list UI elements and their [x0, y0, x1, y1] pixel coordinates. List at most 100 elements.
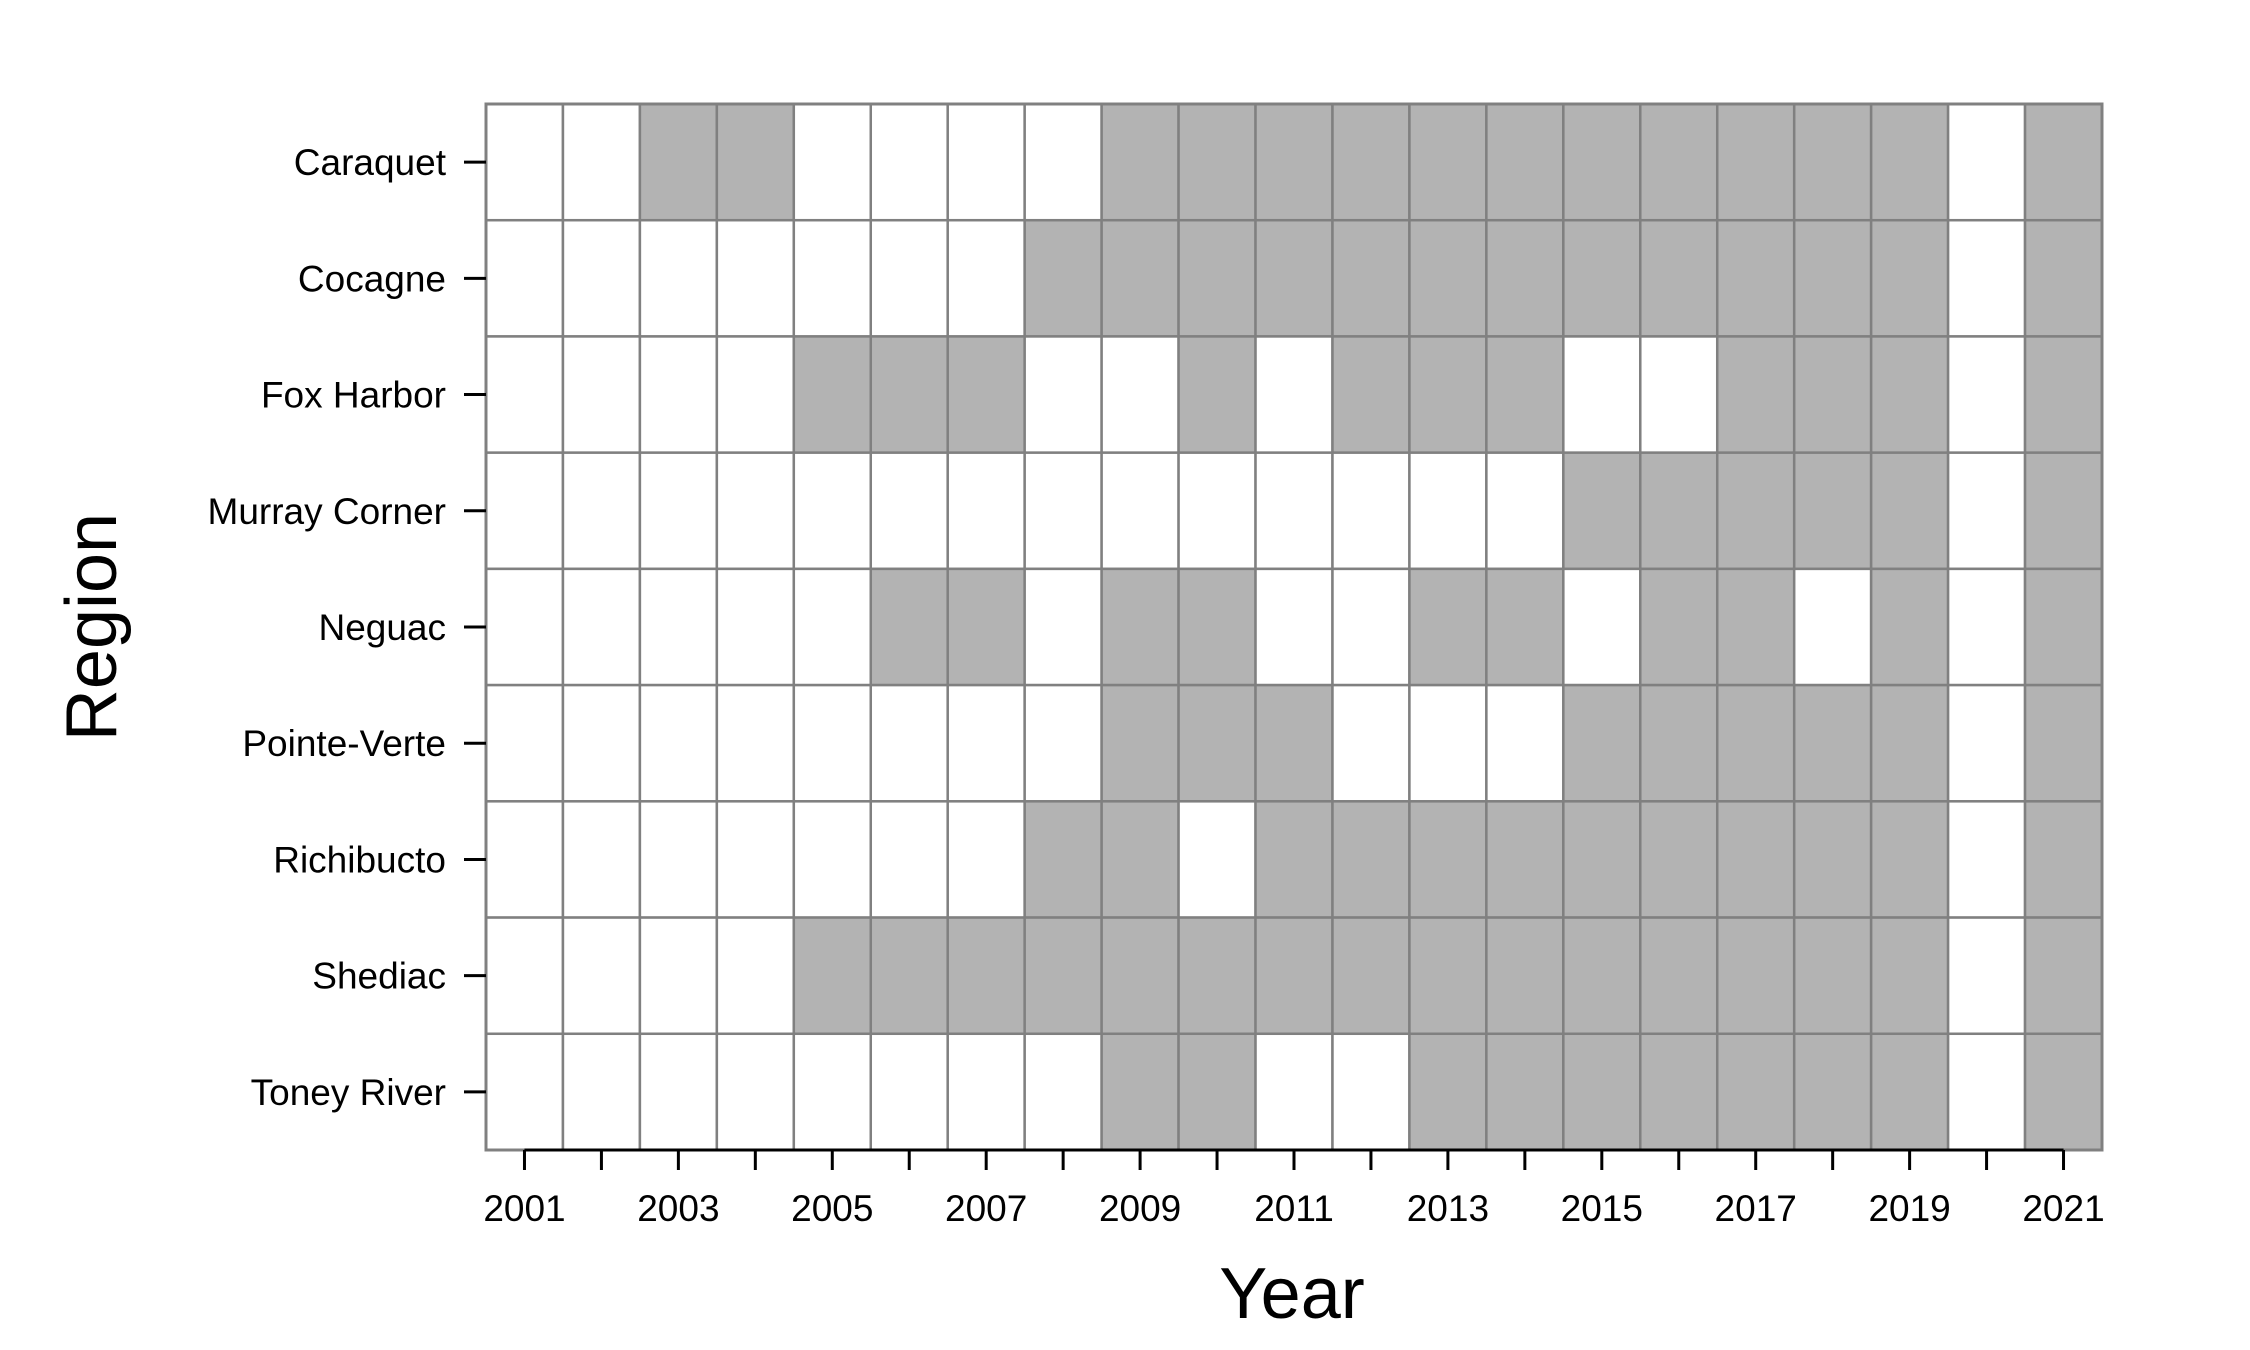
cell-murray-corner-2020 [1946, 451, 2027, 571]
cell-pointe-verte-2013 [1408, 683, 1488, 803]
cell-pointe-verte-2005 [792, 683, 873, 803]
cell-pointe-verte-2003 [638, 683, 719, 803]
cell-fox-harbor-2016 [1639, 335, 1719, 454]
cell-richibucto-2010 [1177, 800, 1257, 919]
cell-neguac-2007 [946, 567, 1026, 687]
cell-cocagne-2009 [1100, 218, 1180, 338]
cell-cocagne-2003 [638, 218, 719, 338]
cell-richibucto-2003 [638, 800, 719, 919]
cell-caraquet-2015 [1562, 102, 1642, 222]
cell-pointe-verte-2012 [1331, 683, 1411, 803]
cell-fox-harbor-2018 [1792, 335, 1873, 454]
cell-shediac-2016 [1639, 916, 1719, 1036]
cell-cocagne-2002 [561, 218, 642, 338]
cell-shediac-2001 [484, 916, 565, 1036]
cell-neguac-2016 [1639, 567, 1719, 687]
cell-cocagne-2012 [1331, 218, 1411, 338]
cell-neguac-2004 [715, 567, 796, 687]
cell-toney-river-2009 [1100, 1032, 1180, 1152]
cell-cocagne-2017 [1715, 218, 1796, 338]
cell-fox-harbor-2014 [1485, 335, 1565, 454]
cell-pointe-verte-2004 [715, 683, 796, 803]
cell-murray-corner-2003 [638, 451, 719, 571]
cell-toney-river-2012 [1331, 1032, 1411, 1152]
cell-pointe-verte-2015 [1562, 683, 1642, 803]
cell-caraquet-2010 [1177, 102, 1257, 222]
cell-caraquet-2008 [1023, 102, 1103, 222]
y-axis-title: Region [52, 513, 132, 741]
cell-cocagne-2011 [1254, 218, 1334, 338]
cell-murray-corner-2006 [869, 451, 949, 571]
cell-richibucto-2005 [792, 800, 873, 919]
cell-neguac-2018 [1792, 567, 1873, 687]
cell-richibucto-2008 [1023, 800, 1103, 919]
cell-neguac-2011 [1254, 567, 1334, 687]
cell-murray-corner-2013 [1408, 451, 1488, 571]
cell-pointe-verte-2006 [869, 683, 949, 803]
cell-cocagne-2010 [1177, 218, 1257, 338]
cell-caraquet-2014 [1485, 102, 1565, 222]
cell-pointe-verte-2007 [946, 683, 1026, 803]
cell-shediac-2008 [1023, 916, 1103, 1036]
cell-toney-river-2020 [1946, 1032, 2027, 1152]
cell-richibucto-2001 [484, 800, 565, 919]
cell-murray-corner-2001 [484, 451, 565, 571]
cell-fox-harbor-2005 [792, 335, 873, 454]
cell-toney-river-2018 [1792, 1032, 1873, 1152]
cell-cocagne-2016 [1639, 218, 1719, 338]
cell-pointe-verte-2009 [1100, 683, 1180, 803]
cell-toney-river-2010 [1177, 1032, 1257, 1152]
cell-caraquet-2007 [946, 102, 1026, 222]
cell-neguac-2020 [1946, 567, 2027, 687]
cell-murray-corner-2010 [1177, 451, 1257, 571]
cell-fox-harbor-2020 [1946, 335, 2027, 454]
cell-neguac-2013 [1408, 567, 1488, 687]
cell-fox-harbor-2006 [869, 335, 949, 454]
cell-cocagne-2004 [715, 218, 796, 338]
cell-neguac-2001 [484, 567, 565, 687]
cell-caraquet-2006 [869, 102, 949, 222]
cell-toney-river-2015 [1562, 1032, 1642, 1152]
cell-toney-river-2011 [1254, 1032, 1334, 1152]
cell-richibucto-2002 [561, 800, 642, 919]
cell-richibucto-2004 [715, 800, 796, 919]
x-tick-label-2007: 2007 [945, 1188, 1027, 1229]
cell-fox-harbor-2008 [1023, 335, 1103, 454]
cell-pointe-verte-2001 [484, 683, 565, 803]
cell-richibucto-2009 [1100, 800, 1180, 919]
x-tick-label-2015: 2015 [1561, 1188, 1643, 1229]
cell-richibucto-2019 [1869, 800, 1950, 919]
cell-murray-corner-2008 [1023, 451, 1103, 571]
cell-toney-river-2014 [1485, 1032, 1565, 1152]
x-tick-label-2003: 2003 [637, 1188, 719, 1229]
cell-shediac-2003 [638, 916, 719, 1036]
cell-toney-river-2021 [2023, 1032, 2104, 1152]
y-axis: Caraquet Cocagne Fox Harbor Murray Corner Ne… [208, 142, 486, 1113]
cell-cocagne-2007 [946, 218, 1026, 338]
cell-toney-river-2005 [792, 1032, 873, 1152]
cell-murray-corner-2004 [715, 451, 796, 571]
cell-toney-river-2006 [869, 1032, 949, 1152]
cell-toney-river-2017 [1715, 1032, 1796, 1152]
cell-caraquet-2004 [715, 102, 796, 222]
cell-fox-harbor-2019 [1869, 335, 1950, 454]
cell-pointe-verte-2014 [1485, 683, 1565, 803]
cell-cocagne-2013 [1408, 218, 1488, 338]
x-tick-label-2001: 2001 [483, 1188, 565, 1229]
y-tick-label-cocagne: Cocagne [298, 258, 446, 299]
cell-cocagne-2015 [1562, 218, 1642, 338]
x-tick-label-2009: 2009 [1099, 1188, 1181, 1229]
cell-richibucto-2015 [1562, 800, 1642, 919]
cell-richibucto-2007 [946, 800, 1026, 919]
cell-fox-harbor-2007 [946, 335, 1026, 454]
cell-murray-corner-2019 [1869, 451, 1950, 571]
cell-murray-corner-2012 [1331, 451, 1411, 571]
cell-caraquet-2018 [1792, 102, 1873, 222]
cell-toney-river-2007 [946, 1032, 1026, 1152]
cell-richibucto-2021 [2023, 800, 2104, 919]
y-tick-label-richibucto: Richibucto [273, 839, 446, 880]
cell-toney-river-2013 [1408, 1032, 1488, 1152]
x-tick-label-2011: 2011 [1254, 1188, 1334, 1229]
cell-neguac-2015 [1562, 567, 1642, 687]
cell-shediac-2019 [1869, 916, 1950, 1036]
